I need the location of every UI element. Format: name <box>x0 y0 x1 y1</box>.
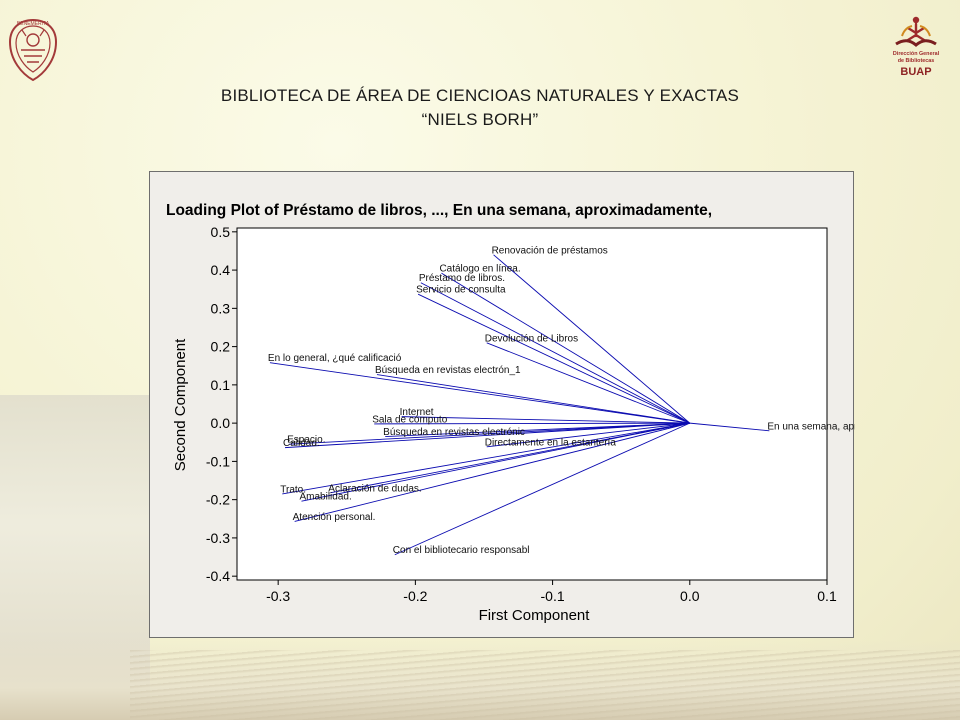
plot-area <box>236 227 828 581</box>
loading-label: Con el bibliotecario responsabl <box>393 545 530 556</box>
buap-seal-icon: BENEMERITA <box>6 16 60 84</box>
loading-label: En una semana, aproximadamente, <box>767 421 855 432</box>
page-subtitle: “NIELS BORH” <box>421 110 539 129</box>
loading-label: Trato. <box>280 484 306 495</box>
loading-vector <box>394 422 690 556</box>
background-book-page <box>0 640 960 720</box>
loading-vectors <box>269 254 770 556</box>
loading-label: Espacio. <box>287 435 325 446</box>
loading-vector <box>689 422 770 432</box>
loading-vector <box>289 422 690 445</box>
loading-vector <box>486 422 690 448</box>
loading-vector <box>493 254 691 424</box>
y-tick-label: -0.1 <box>206 453 230 469</box>
background-book-edge <box>130 650 960 720</box>
loading-vector <box>401 416 690 424</box>
x-tick-label: -0.2 <box>403 588 427 604</box>
y-axis-label: Second Component <box>172 338 189 471</box>
axis-ticks: -0.3 -0.2 -0.1 0.0 0.1 0.5 0.4 0.3 0.2 0.1 0.0 -0.1… <box>206 224 837 604</box>
loading-label: Sala de cómputo <box>372 414 447 425</box>
loading-plot-svg: Loading Plot of Préstamo de libros, ...,… <box>166 202 855 624</box>
biblioteca-logo-icon: Dirección General de Bibliotecas BUAP <box>886 14 946 78</box>
loading-label: Búsqueda en revistas electrón_1 <box>375 365 521 376</box>
loading-label: Amabilidad. <box>299 492 351 503</box>
loading-vector <box>284 422 690 449</box>
loading-vector <box>376 374 690 424</box>
y-tick-label: 0.3 <box>211 300 231 316</box>
loading-label: Directamente en la estantería <box>485 437 617 448</box>
loading-label: Servicio de consulta <box>416 285 506 296</box>
logo-line-1: Dirección General <box>893 51 940 57</box>
loading-vector <box>486 342 690 424</box>
loading-label: En lo general, ¿qué calificació <box>268 353 402 364</box>
x-tick-label: -0.1 <box>541 588 565 604</box>
loading-label: Devolución de Libros <box>485 333 578 344</box>
loading-label: Renovación de préstamos <box>492 245 608 256</box>
page-title: BIBLIOTECA DE ÁREA DE CIENCIOAS NATURALE… <box>220 86 740 105</box>
loading-vector <box>441 272 691 424</box>
y-tick-label: 0.5 <box>211 224 231 240</box>
loading-label: Calidad. <box>283 438 320 449</box>
loading-vector <box>417 293 690 424</box>
loading-vector <box>301 422 690 502</box>
loading-vector <box>374 422 690 425</box>
y-tick-label: 0.2 <box>211 339 231 355</box>
loading-plot-chart: Loading Plot of Préstamo de libros, ...,… <box>149 171 855 638</box>
loading-label: Préstamo de libros. <box>419 273 505 284</box>
x-tick-label: 0.1 <box>817 588 837 604</box>
x-tick-label: 0.0 <box>680 588 700 604</box>
loading-label: Búsqueda en revistas electrónic <box>383 427 525 438</box>
loading-label: Catálogo en línea. <box>439 264 520 275</box>
loading-label: Internet <box>400 407 434 418</box>
loading-vector <box>269 362 690 424</box>
x-axis-label: First Component <box>479 607 591 624</box>
y-tick-label: 0.0 <box>211 415 231 431</box>
logo-line-3: BUAP <box>900 66 931 78</box>
y-tick-label: 0.1 <box>211 377 231 393</box>
loading-labels: Renovación de préstamos Catálogo en línea… <box>268 245 855 556</box>
seal-text: BENEMERITA <box>17 21 50 27</box>
x-tick-label: -0.3 <box>266 588 290 604</box>
loading-label: Atención personal. <box>293 512 376 523</box>
y-tick-label: -0.4 <box>206 568 230 584</box>
y-tick-label: -0.3 <box>206 530 230 546</box>
y-tick-label: 0.4 <box>211 262 231 278</box>
chart-title: Loading Plot of Préstamo de libros, ...,… <box>166 202 712 219</box>
loading-vector <box>294 422 690 522</box>
y-tick-label: -0.2 <box>206 492 230 508</box>
logo-line-2: de Bibliotecas <box>898 58 935 64</box>
loading-label: Aclaración de dudas. <box>328 483 421 494</box>
loading-vector <box>420 282 690 424</box>
loading-vector <box>282 422 690 495</box>
